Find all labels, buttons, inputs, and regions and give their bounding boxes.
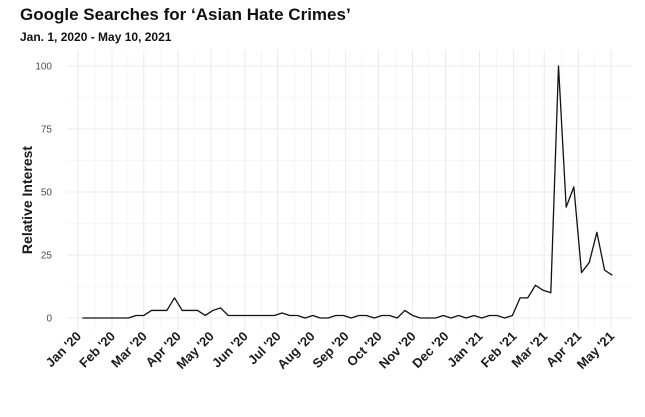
x-tick-label: May '21: [574, 329, 617, 372]
grid: [67, 50, 632, 330]
y-tick-label: 100: [35, 62, 52, 73]
y-axis-label: Relative Interest: [19, 146, 35, 254]
x-tick-label: May '20: [173, 329, 216, 372]
y-axis-ticks: 0 25 50 75 100: [35, 62, 52, 325]
chart-title: Google Searches for ‘Asian Hate Crimes’: [20, 5, 351, 24]
x-tick-label: Jan '20: [43, 329, 84, 370]
x-tick-label: Aug '20: [274, 329, 317, 372]
series-line: [82, 65, 613, 319]
y-tick-label: 75: [41, 125, 53, 136]
y-tick-label: 50: [41, 188, 53, 199]
y-tick-label: 25: [41, 251, 53, 262]
x-tick-label: Dec '20: [409, 329, 451, 371]
x-tick-label: Jun '20: [209, 329, 251, 371]
x-tick-label: Sep '20: [309, 329, 351, 371]
series-layer: [82, 65, 613, 319]
chart-subtitle: Jan. 1, 2020 - May 10, 2021: [20, 30, 172, 44]
y-tick-label: 0: [46, 314, 52, 325]
x-tick-label: Mar '20: [108, 329, 150, 371]
x-tick-label: Nov '20: [376, 329, 419, 372]
x-tick-label: Jan '21: [444, 329, 485, 370]
